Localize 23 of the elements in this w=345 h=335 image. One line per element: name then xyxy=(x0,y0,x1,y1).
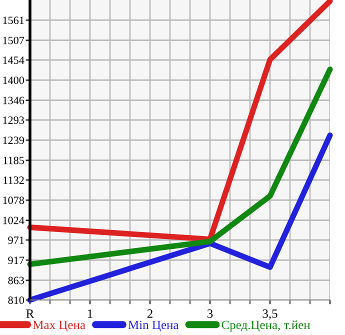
y-tick-label: 863 xyxy=(8,276,24,284)
y-tick-label: 1346 xyxy=(3,96,24,104)
y-tick-label: 971 xyxy=(8,236,24,244)
x-tick-label: 3 xyxy=(207,309,213,318)
y-tick-label: 1293 xyxy=(3,116,24,124)
y-tick-label: 1024 xyxy=(3,216,24,224)
x-tick-label: 3,5 xyxy=(262,309,278,320)
y-tick-label: 1185 xyxy=(4,156,24,164)
legend-label: Max Цена xyxy=(33,320,86,332)
y-tick-label: 1507 xyxy=(3,36,24,44)
y-tick-label: 810 xyxy=(8,296,24,304)
legend-label: Сред.Цена, т.йен xyxy=(222,320,310,332)
y-tick-label: 1078 xyxy=(3,196,24,204)
y-tick-label: 1454 xyxy=(3,56,24,64)
x-tick-label: 1 xyxy=(88,309,92,318)
y-tick-label: 1239 xyxy=(3,136,24,144)
x-tick-label: 2 xyxy=(147,309,152,318)
y-tick-label: 1561 xyxy=(3,16,24,24)
y-tick-label: 1132 xyxy=(4,176,24,184)
y-tick-label: 917 xyxy=(8,256,24,264)
legend-label: Min Цена xyxy=(128,320,179,332)
x-tick-label: R xyxy=(26,310,34,318)
y-tick-label: 1400 xyxy=(3,76,24,84)
